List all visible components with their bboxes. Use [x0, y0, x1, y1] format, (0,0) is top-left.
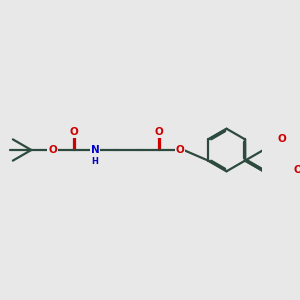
Text: O: O [154, 127, 163, 137]
Text: O: O [176, 145, 184, 155]
Text: O: O [176, 145, 184, 155]
Text: O: O [293, 165, 300, 175]
Text: H: H [92, 157, 98, 166]
Text: O: O [278, 134, 286, 144]
Text: O: O [69, 127, 78, 137]
Text: N: N [91, 145, 99, 155]
Text: O: O [48, 145, 57, 155]
